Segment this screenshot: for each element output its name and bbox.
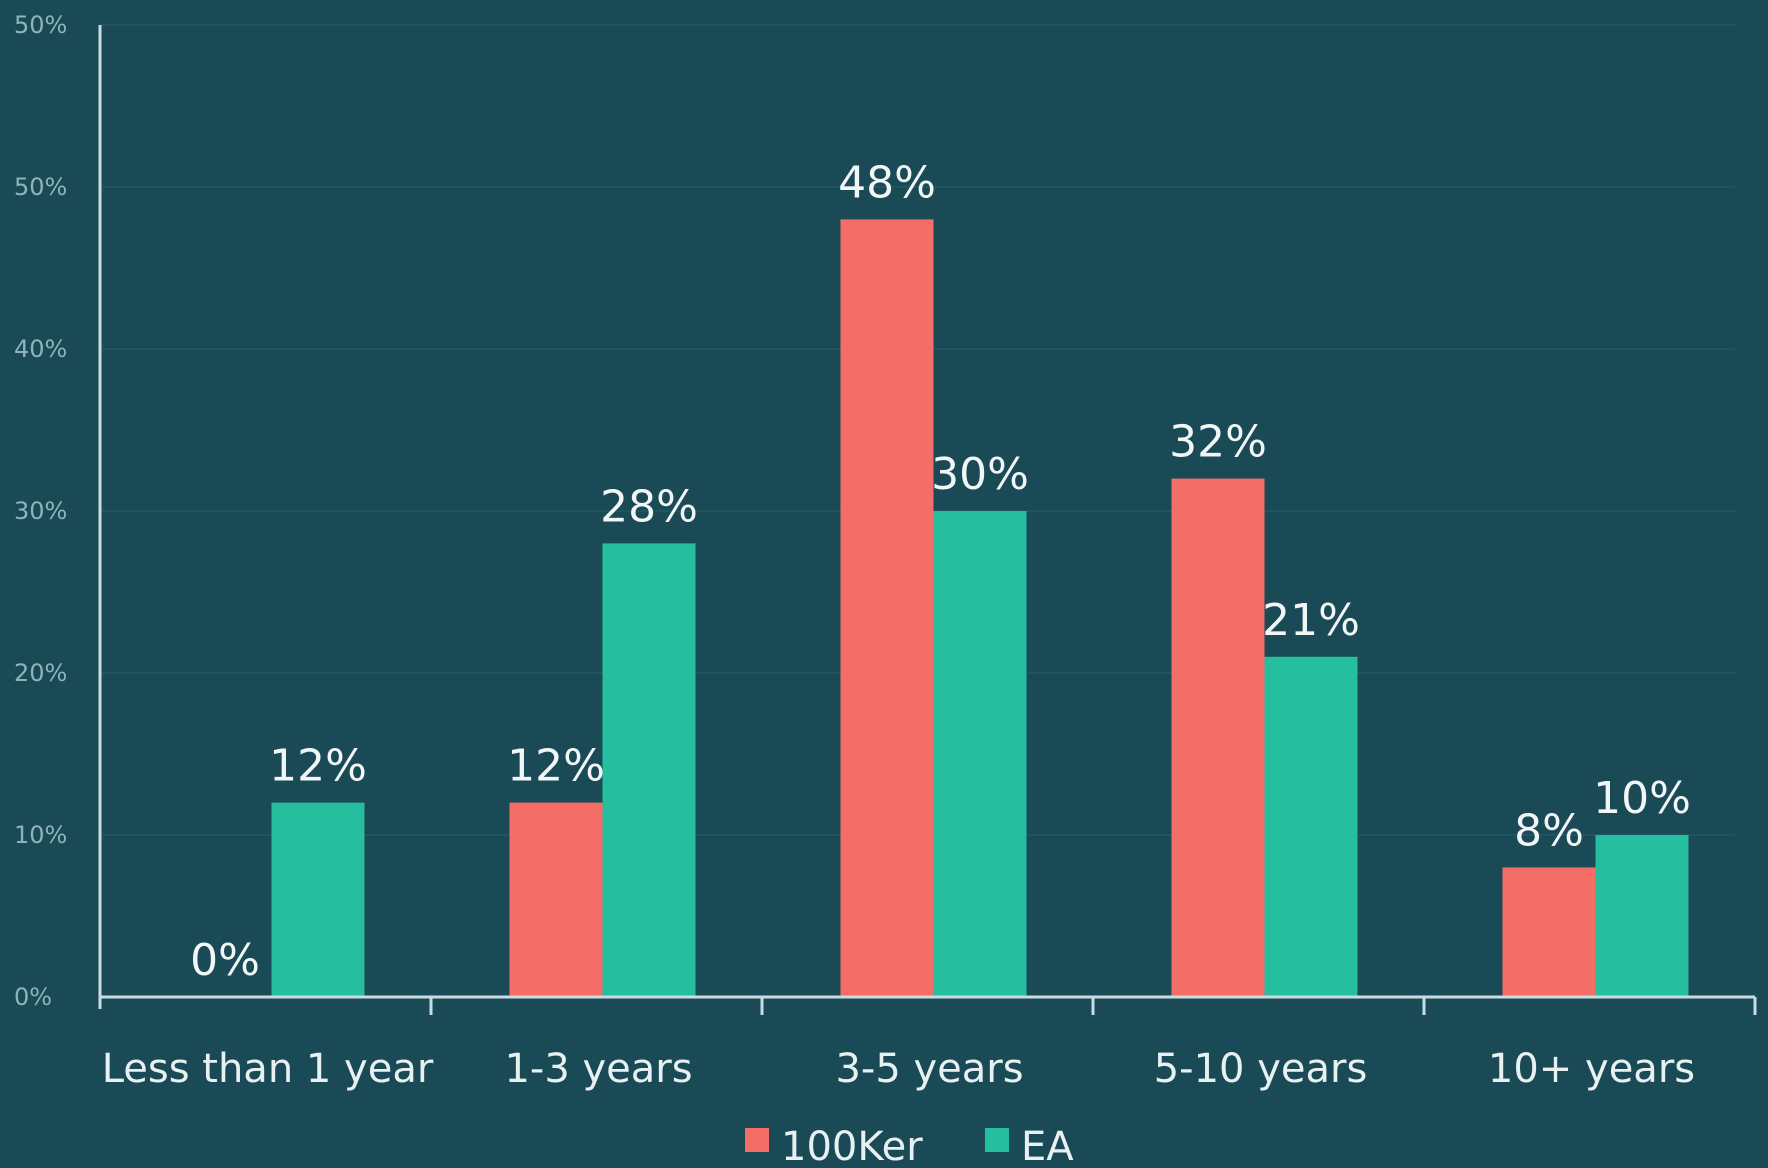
y-tick-label: 10% xyxy=(14,821,67,849)
bar-ea-4 xyxy=(1595,835,1689,997)
data-label: 28% xyxy=(600,481,698,532)
x-tick-label: 5-10 years xyxy=(1154,1046,1368,1092)
bar-ea-3 xyxy=(1264,656,1358,997)
bar-ea-2 xyxy=(933,511,1027,997)
bar-100ker-2 xyxy=(840,219,934,997)
bar-100ker-1 xyxy=(509,802,603,997)
bar-ea-1 xyxy=(602,543,696,997)
legend-swatch-100ker xyxy=(745,1128,769,1152)
x-tick-label: 3-5 years xyxy=(835,1046,1023,1092)
data-label: 10% xyxy=(1593,773,1691,824)
x-tick-label: Less than 1 year xyxy=(102,1046,434,1092)
data-label: 0% xyxy=(190,935,260,986)
legend-swatch-ea xyxy=(985,1128,1009,1152)
legend-label: EA xyxy=(1021,1124,1074,1168)
legend: 100Ker EA xyxy=(745,1124,1074,1168)
y-tick-label: 30% xyxy=(14,497,67,525)
bar-ea-0 xyxy=(271,802,365,997)
bar-100ker-3 xyxy=(1171,478,1265,998)
data-label: 30% xyxy=(931,449,1029,500)
y-tick-label: 20% xyxy=(14,659,67,687)
data-label: 8% xyxy=(1514,805,1584,856)
y-tick-label: 40% xyxy=(14,335,67,363)
y-tick-label: 50% xyxy=(14,173,67,201)
bars xyxy=(271,219,1689,998)
data-labels: 0% 12% 12% 28% 48% 30% 32% 21% 8%10% xyxy=(190,157,1691,986)
y-axis-ticks: 0% 10% 20% 30% 40% 50% 50% xyxy=(14,11,67,1011)
data-label: 12% xyxy=(507,741,605,792)
legend-label: 100Ker xyxy=(781,1124,923,1168)
y-tick-label: 50% xyxy=(14,11,67,39)
x-tick-label: 10+ years xyxy=(1488,1046,1695,1092)
x-axis-ticks: Less than 1 year 1-3 years 3-5 years 5-10 y… xyxy=(102,997,1757,1092)
data-label: 32% xyxy=(1169,417,1267,468)
data-label: 48% xyxy=(838,157,936,208)
data-label: 21% xyxy=(1262,595,1360,646)
x-tick-label: 1-3 years xyxy=(504,1046,692,1092)
bar-100ker-4 xyxy=(1502,867,1596,997)
y-tick-label: 0% xyxy=(14,983,52,1011)
data-label: 12% xyxy=(269,741,367,792)
